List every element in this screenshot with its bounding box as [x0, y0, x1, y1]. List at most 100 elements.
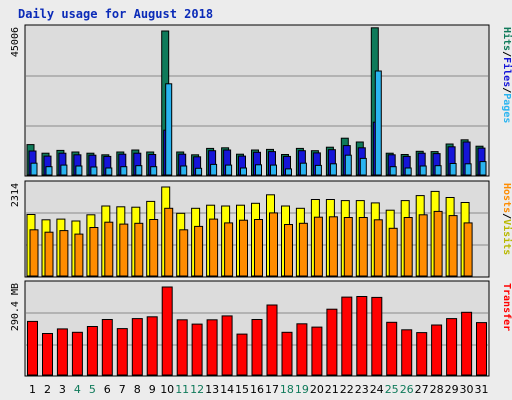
day-label: 30	[460, 383, 474, 396]
series-legend-part: Hosts	[501, 183, 512, 213]
pages-bar	[479, 161, 487, 176]
hosts-bar	[358, 217, 368, 277]
hosts-bar	[448, 215, 458, 277]
transfer-bar	[236, 333, 248, 376]
day-label: 18	[280, 383, 294, 396]
day-label: 27	[415, 383, 429, 396]
series-legend-part: /	[501, 51, 512, 57]
transfer-bar	[86, 326, 98, 376]
pages-bar	[60, 164, 68, 176]
panel-transfer: 290.4 MB Transfer	[10, 280, 512, 377]
day-label: 20	[310, 383, 324, 396]
transfer-bar	[131, 318, 143, 376]
day-label: 31	[475, 383, 489, 396]
pages-bar	[404, 167, 412, 176]
transfer-bar	[176, 319, 188, 376]
pages-bar	[75, 165, 83, 176]
day-label: 10	[160, 383, 174, 396]
pages-bar	[120, 166, 128, 176]
day-label: 24	[370, 383, 384, 396]
day-label: 21	[325, 383, 339, 396]
transfer-bar	[371, 296, 383, 376]
hosts-bar	[463, 222, 473, 277]
hosts-bar	[104, 221, 114, 277]
hosts-bar	[388, 227, 398, 277]
day-label: 29	[445, 383, 459, 396]
pages-bar	[150, 166, 158, 176]
pages-bar	[449, 163, 457, 176]
transfer-bar	[311, 326, 323, 376]
transfer-bar	[221, 315, 233, 376]
y-max-label: 2314	[10, 183, 21, 207]
pages-bar	[419, 165, 427, 176]
y-max-label: 45006	[10, 27, 21, 57]
pages-bar	[314, 164, 322, 176]
day-label: 22	[340, 383, 354, 396]
hosts-bar	[343, 217, 353, 277]
panel-hosts-visits: 2314 Hosts/Visits	[10, 180, 512, 278]
x-axis-day-labels: 1 2 3 4 5 6 7 8 9 10 11 12 13 14 15 16 17 18 19 20 21 22 23 24 2…	[29, 383, 489, 396]
pages-bar	[464, 163, 472, 176]
pages-bar	[329, 163, 337, 176]
transfer-bar	[386, 321, 398, 376]
pages-bar	[240, 167, 247, 176]
series-legend-part: Pages	[501, 93, 512, 123]
pages-bar	[255, 164, 262, 176]
series-legend-part: /	[501, 87, 512, 93]
pages-bar	[90, 166, 98, 176]
transfer-bar	[101, 319, 113, 376]
hosts-bar	[74, 233, 84, 277]
pages-bar	[344, 154, 352, 176]
transfer-bar	[401, 329, 413, 376]
transfer-bar	[281, 331, 293, 376]
day-label: 23	[355, 383, 369, 396]
pages-bar	[30, 162, 38, 176]
pages-bar	[105, 167, 113, 176]
pages-bar	[285, 168, 292, 176]
pages-bar	[165, 83, 173, 176]
hosts-bar	[194, 225, 204, 277]
day-label: 13	[205, 383, 219, 396]
y-max-label: 290.4 MB	[10, 283, 21, 331]
transfer-bar	[146, 316, 158, 376]
series-legend-part: /	[501, 213, 512, 219]
transfer-bar	[296, 323, 308, 376]
transfer-bar	[71, 331, 83, 376]
chart-title: Daily usage for August 2018	[18, 7, 214, 21]
day-label: 28	[430, 383, 444, 396]
pages-bar	[299, 162, 307, 176]
hosts-bar	[149, 219, 159, 277]
series-legend-part: Hits	[501, 27, 512, 51]
hosts-bar	[254, 219, 263, 277]
transfer-bar	[341, 296, 353, 376]
day-label: 17	[265, 383, 279, 396]
day-label: 1	[29, 383, 36, 396]
day-label: 4	[74, 383, 81, 396]
panel-hits-files-pages: 45006 Hits/Files/Pages	[10, 24, 512, 177]
transfer-bar	[476, 322, 487, 376]
pages-bar	[374, 70, 382, 176]
series-legend-part: Transfer	[501, 283, 512, 331]
transfer-bar	[266, 304, 278, 376]
transfer-bar	[42, 333, 53, 376]
transfer-bar	[161, 286, 173, 376]
series-legend-part: Visits	[501, 219, 512, 255]
day-label: 12	[190, 383, 204, 396]
pages-bar	[195, 167, 203, 176]
day-label: 6	[104, 383, 111, 396]
pages-bar	[434, 165, 442, 176]
hosts-bar	[403, 217, 413, 277]
hosts-bar	[29, 229, 39, 277]
series-legend: Transfer	[501, 283, 512, 331]
hosts-bar	[239, 219, 248, 277]
transfer-bar	[251, 319, 263, 376]
day-label: 8	[134, 383, 141, 396]
series-legend: Hosts/Visits	[501, 183, 512, 255]
pages-bar	[210, 163, 218, 176]
day-label: 11	[175, 383, 189, 396]
transfer-bar	[191, 323, 203, 376]
hosts-bar	[284, 224, 293, 277]
day-label: 9	[149, 383, 156, 396]
series-legend-part: Files	[501, 57, 512, 87]
pages-bar	[180, 165, 188, 176]
